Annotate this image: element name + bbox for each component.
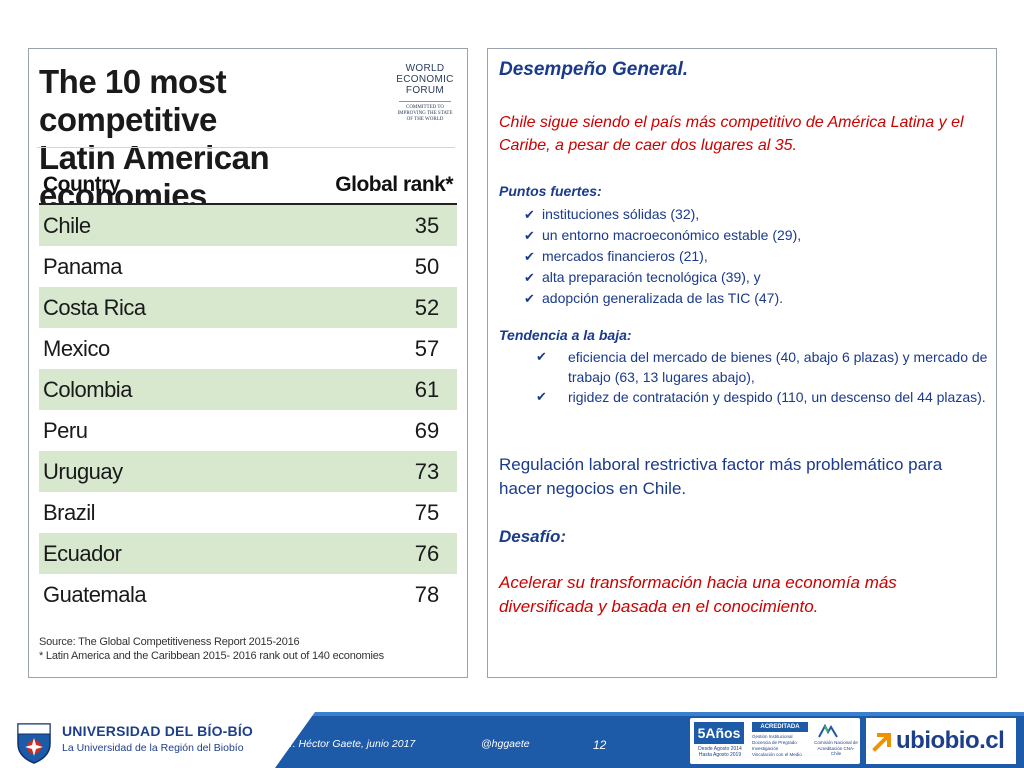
accreditation-agency: Comisión Nacional de Acreditación CNA-Ch… xyxy=(814,740,858,756)
divider xyxy=(37,147,455,148)
country-cell: Brazil xyxy=(43,499,96,525)
university-subtitle: La Universidad de la Región del Biobío xyxy=(62,742,244,754)
strengths-list: ✔ instituciones sólidas (32), ✔ un entorno … xyxy=(524,204,994,309)
rank-cell: 69 xyxy=(414,417,440,443)
university-name: UNIVERSIDAD DEL BÍO-BÍO xyxy=(62,723,254,739)
accreditation-area: Gestión Institucional xyxy=(752,734,793,739)
country-cell: Chile xyxy=(43,212,91,238)
table-row: Brazil 75 xyxy=(39,492,457,533)
intro-paragraph: Chile sigue siendo el país más competiti… xyxy=(499,114,964,154)
decline-heading: Tendencia a la baja: xyxy=(499,327,632,343)
accreditation-area: Vinculación con el Medio xyxy=(752,752,802,757)
list-item: ✔ alta preparación tecnológica (39), y xyxy=(524,267,994,288)
column-header-country: Country xyxy=(43,173,121,196)
country-cell: Costa Rica xyxy=(43,294,146,320)
accreditation-dates: Desde Agosto 2014 Hasta Agosto 2019 xyxy=(698,746,742,758)
table-body: Chile 35 Panama 50 Costa Rica 52 Mexico 57 Colom… xyxy=(39,205,457,615)
source-note: Source: The Global Competitiveness Repor… xyxy=(39,636,384,662)
checkmark-icon: ✔ xyxy=(524,291,535,306)
challenge-heading: Desafío: xyxy=(499,527,567,546)
section-heading: Desempeño General. xyxy=(499,59,689,80)
table-row: Peru 69 xyxy=(39,410,457,451)
ranking-table: Country Global rank* Chile 35 Panama 50 Cost… xyxy=(39,167,457,615)
list-item-text: mercados financieros (21), xyxy=(542,248,708,264)
accreditation-years: 5Años xyxy=(694,722,744,744)
ranking-image-panel: The 10 most competitive Latin American e… xyxy=(28,48,468,678)
list-item-text: instituciones sólidas (32), xyxy=(542,206,700,222)
country-cell: Ecuador xyxy=(43,540,122,566)
rank-cell: 73 xyxy=(414,458,440,484)
ubiobio-logo: ubiobio.cl xyxy=(866,718,1016,764)
rank-cell: 76 xyxy=(414,540,440,566)
country-cell: Mexico xyxy=(43,335,110,361)
declines-list: ✔ eficiencia del mercado de bienes (40, a… xyxy=(536,347,991,407)
table-row: Chile 35 xyxy=(39,205,457,246)
table-row: Guatemala 78 xyxy=(39,574,457,615)
arrow-icon xyxy=(872,733,891,752)
table-row: Uruguay 73 xyxy=(39,451,457,492)
table-header: Country Global rank* xyxy=(39,167,457,205)
footer-handle: @hggaete xyxy=(481,738,530,750)
accreditation-badge: 5Años Desde Agosto 2014 Hasta Agosto 201… xyxy=(690,718,860,764)
country-cell: Colombia xyxy=(43,376,132,402)
list-item: ✔ rigidez de contratación y despido (110,… xyxy=(536,387,991,407)
checkmark-icon: ✔ xyxy=(524,270,535,285)
country-cell: Peru xyxy=(43,417,88,443)
list-item: ✔ eficiencia del mercado de bienes (40, a… xyxy=(536,347,991,387)
table-row: Ecuador 76 xyxy=(39,533,457,574)
list-item-text: adopción generalizada de las TIC (47). xyxy=(542,290,784,306)
summary-text-panel: Desempeño General. Chile sigue siendo el… xyxy=(487,48,997,678)
accreditation-areas: Gestión Institucional Docencia de Pregrad… xyxy=(752,734,812,758)
site-name: ubiobio.cl xyxy=(896,727,1005,754)
page-number: 12 xyxy=(593,738,607,752)
cna-logo-icon xyxy=(818,724,838,738)
table-row: Panama 50 xyxy=(39,246,457,287)
list-item-text: eficiencia del mercado de bienes (40, ab… xyxy=(568,349,988,385)
table-row: Mexico 57 xyxy=(39,328,457,369)
rank-cell: 78 xyxy=(414,581,440,607)
list-item-text: rigidez de contratación y despido (110, … xyxy=(568,389,986,405)
country-cell: Panama xyxy=(43,253,122,279)
country-cell: Uruguay xyxy=(43,458,123,484)
checkmark-icon: ✔ xyxy=(536,389,547,404)
list-item: ✔ instituciones sólidas (32), xyxy=(524,204,994,225)
checkmark-icon: ✔ xyxy=(524,249,535,264)
checkmark-icon: ✔ xyxy=(536,349,547,364)
list-item: ✔ mercados financieros (21), xyxy=(524,246,994,267)
rank-cell: 50 xyxy=(414,253,440,279)
rank-cell: 75 xyxy=(414,499,440,525)
footer-author: Dr. Héctor Gaete, junio 2017 xyxy=(282,738,416,750)
table-row: Colombia 61 xyxy=(39,369,457,410)
list-item-text: alta preparación tecnológica (39), y xyxy=(542,269,761,285)
list-item: ✔ un entorno macroeconómico estable (29), xyxy=(524,225,994,246)
challenge-paragraph: Acelerar su transformación hacia una eco… xyxy=(499,573,897,616)
accreditation-status: ACREDITADA xyxy=(752,722,808,732)
table-row: Costa Rica 52 xyxy=(39,287,457,328)
rank-cell: 35 xyxy=(414,212,440,238)
wef-logo: WORLD ECONOMIC FORUM COMMITTED TO IMPROV… xyxy=(396,63,454,122)
checkmark-icon: ✔ xyxy=(524,228,535,243)
rank-cell: 52 xyxy=(414,294,440,320)
regulation-paragraph: Regulación laboral restrictiva factor má… xyxy=(499,455,943,498)
strengths-heading: Puntos fuertes: xyxy=(499,183,602,199)
accreditation-area: Docencia de Pregrado xyxy=(752,740,797,745)
list-item: ✔ adopción generalizada de las TIC (47). xyxy=(524,288,994,309)
footer-bar: UNIVERSIDAD DEL BÍO-BÍO La Universidad d… xyxy=(0,712,1024,768)
checkmark-icon: ✔ xyxy=(524,207,535,222)
rank-cell: 57 xyxy=(414,335,440,361)
accreditation-area: Investigación xyxy=(752,746,779,751)
university-crest-icon xyxy=(17,723,51,764)
list-item-text: un entorno macroeconómico estable (29), xyxy=(542,227,802,243)
rank-cell: 61 xyxy=(414,376,440,402)
country-cell: Guatemala xyxy=(43,581,147,607)
column-header-rank: Global rank* xyxy=(335,173,453,196)
